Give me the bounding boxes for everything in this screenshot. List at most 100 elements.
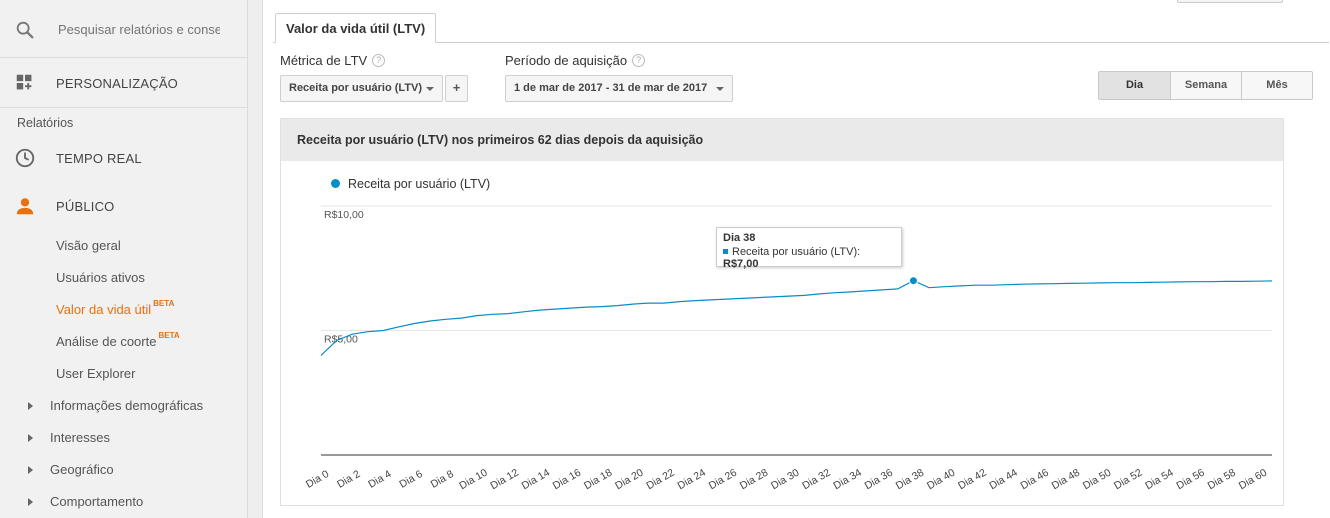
data-point — [475, 314, 478, 317]
data-point — [320, 354, 323, 357]
sidebar-item-label: User Explorer — [56, 366, 136, 381]
x-tick-label: Dia 44 — [987, 467, 1019, 493]
granularity-day-button[interactable]: Dia — [1099, 72, 1170, 99]
sidebar-item-label: Interesses — [50, 430, 110, 445]
data-point — [1021, 283, 1024, 286]
legend-label: Receita por usuário (LTV) — [348, 177, 491, 191]
chart-container: Receita por usuário (LTV) nos primeiros … — [280, 118, 1284, 506]
x-tick-label: Dia 10 — [457, 467, 489, 493]
data-point — [460, 317, 463, 320]
data-point — [382, 329, 385, 332]
granularity-toggle: Dia Semana Mês — [1098, 71, 1313, 100]
tooltip-value: R$7,00 — [723, 258, 759, 270]
expand-arrow-icon — [28, 401, 33, 410]
data-point — [397, 325, 400, 328]
chart-legend[interactable]: Receita por usuário (LTV) — [331, 177, 490, 191]
x-tick-label: Dia 30 — [769, 467, 801, 493]
data-point — [585, 306, 588, 309]
sidebar-item-label: Comportamento — [50, 494, 144, 509]
x-tick-label: Dia 16 — [551, 467, 583, 493]
data-point — [1052, 282, 1055, 285]
legend-dot-icon — [331, 179, 340, 189]
data-point — [725, 298, 728, 301]
add-metric-button[interactable]: + — [445, 75, 468, 102]
sidebar-item-analise-coorte[interactable]: Análise de coorte BETA — [56, 331, 180, 349]
x-tick-label: Dia 6 — [397, 468, 424, 491]
series-line — [320, 280, 1273, 356]
data-point — [881, 288, 884, 291]
x-tick-label: Dia 2 — [335, 468, 362, 491]
help-icon[interactable]: ? — [632, 54, 646, 68]
x-tick-label: Dia 60 — [1237, 467, 1269, 493]
expand-arrow-icon — [28, 497, 33, 506]
data-point — [896, 287, 899, 290]
ltv-metric-value: Receita por usuário (LTV) — [289, 82, 423, 94]
data-point — [1208, 280, 1211, 283]
data-point — [1083, 282, 1086, 285]
x-tick-label: Dia 48 — [1050, 467, 1082, 493]
data-point — [740, 297, 743, 300]
x-tick-label: Dia 22 — [644, 467, 676, 493]
sidebar-item-comportamento[interactable]: Comportamento — [28, 494, 143, 509]
nav-personalizacao-label: PERSONALIZAÇÃO — [56, 75, 178, 91]
x-tick-label: Dia 42 — [956, 467, 988, 493]
ltv-metric-dropdown[interactable]: Receita por usuário (LTV) — [280, 75, 443, 102]
x-tick-label: Dia 34 — [831, 467, 863, 493]
data-point — [662, 302, 665, 305]
search-icon[interactable] — [14, 19, 36, 41]
data-point — [772, 295, 775, 298]
data-point — [429, 320, 432, 323]
x-tick-label: Dia 26 — [707, 467, 739, 493]
data-point — [1239, 280, 1242, 283]
chevron-down-icon — [716, 87, 724, 91]
x-tick-label: Dia 28 — [738, 467, 770, 493]
sidebar-item-user-explorer[interactable]: User Explorer — [56, 366, 135, 381]
ltv-metric-label: Métrica de LTV? — [280, 53, 386, 68]
dashboard-add-icon — [16, 74, 32, 90]
nav-tempo-real[interactable]: TEMPO REAL — [0, 138, 248, 178]
top-action-button[interactable] — [1177, 0, 1283, 3]
data-point — [647, 302, 650, 305]
nav-publico[interactable]: PÚBLICO — [0, 186, 248, 226]
data-point — [553, 308, 556, 311]
sidebar-item-usuarios-ativos[interactable]: Usuários ativos — [56, 270, 145, 285]
data-point — [569, 307, 572, 310]
x-tick-label: Dia 56 — [1174, 467, 1206, 493]
data-point — [413, 322, 416, 325]
help-icon[interactable]: ? — [372, 54, 386, 68]
search-input[interactable] — [58, 18, 220, 40]
sidebar-item-visao-geral[interactable]: Visão geral — [56, 238, 121, 253]
data-point — [538, 309, 541, 312]
beta-badge: BETA — [158, 331, 180, 340]
data-point — [600, 305, 603, 308]
granularity-month-button[interactable]: Mês — [1241, 72, 1312, 99]
granularity-week-button[interactable]: Semana — [1170, 72, 1241, 99]
chart-title: Receita por usuário (LTV) nos primeiros … — [281, 119, 1283, 161]
data-point — [1130, 281, 1133, 284]
data-point — [1037, 282, 1040, 285]
y-tick-label: R$10,00 — [324, 209, 364, 221]
tab-ltv[interactable]: Valor da vida útil (LTV) — [275, 13, 437, 43]
data-point — [756, 296, 759, 299]
sidebar-item-interesses[interactable]: Interesses — [28, 430, 110, 445]
ltv-metric-label-text: Métrica de LTV — [280, 53, 368, 68]
data-point — [351, 333, 354, 336]
data-point — [335, 339, 338, 342]
sidebar-item-demograficas[interactable]: Informações demográficas — [28, 398, 203, 413]
data-point — [803, 294, 806, 297]
data-point — [491, 313, 494, 316]
x-tick-label: Dia 52 — [1112, 467, 1144, 493]
x-tick-label: Dia 40 — [925, 467, 957, 493]
data-point — [959, 284, 962, 287]
nav-personalizacao[interactable]: PERSONALIZAÇÃO — [0, 63, 248, 103]
sidebar-item-label: Usuários ativos — [56, 270, 145, 285]
x-tick-label: Dia 8 — [429, 468, 456, 491]
sidebar: PERSONALIZAÇÃO Relatórios TEMPO REAL PÚB… — [0, 0, 248, 518]
sidebar-item-geografico[interactable]: Geográfico — [28, 462, 114, 477]
data-point — [974, 284, 977, 287]
period-dropdown[interactable]: 1 de mar de 2017 - 31 de mar de 2017 — [505, 75, 733, 102]
sidebar-item-valor-vida-util[interactable]: Valor da vida útil BETA — [56, 299, 174, 317]
nav-personalizacao-row: PERSONALIZAÇÃO — [0, 58, 248, 108]
sidebar-item-label: Geográfico — [50, 462, 114, 477]
expand-arrow-icon — [28, 433, 33, 442]
